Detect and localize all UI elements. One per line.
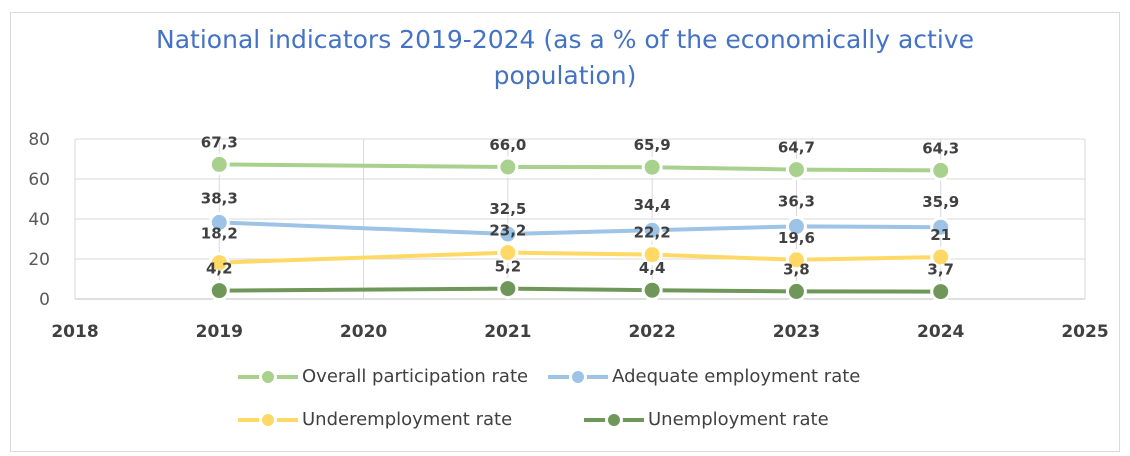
legend-item-underemployment: Underemployment rate <box>238 409 566 430</box>
data-point <box>641 219 663 241</box>
data-label: 19,6 <box>778 229 815 247</box>
data-label: 4,4 <box>639 259 666 277</box>
legend-label: Underemployment rate <box>302 409 513 430</box>
data-point <box>785 249 807 271</box>
series-line <box>219 162 941 173</box>
data-label: 4,2 <box>206 260 233 278</box>
data-labels: 67,3 66,0 65,9 64,7 64,3 38,3 32,5 34,4 36,3 35,9… <box>201 133 959 278</box>
series-line <box>219 286 941 294</box>
data-point <box>930 159 952 181</box>
data-point <box>785 280 807 302</box>
data-label: 38,3 <box>201 189 238 207</box>
data-point <box>930 216 952 238</box>
series-lines <box>208 153 952 303</box>
data-label: 5,2 <box>495 258 522 276</box>
data-point <box>785 215 807 237</box>
data-label: 64,3 <box>922 139 959 157</box>
chart-title-line-2: population) <box>493 61 637 90</box>
legend-item-overall-participation: Overall participation rate <box>238 366 528 387</box>
series-line <box>219 220 941 236</box>
y-tick-label: 60 <box>28 170 50 190</box>
data-point <box>785 159 807 181</box>
data-point <box>208 280 230 302</box>
data-label: 34,4 <box>634 196 671 214</box>
data-label: 18,2 <box>201 225 238 243</box>
legend-label: Adequate employment rate <box>612 366 861 387</box>
data-point <box>208 252 230 274</box>
series-line <box>219 250 941 265</box>
x-tick-label: 2018 <box>51 322 98 342</box>
chart-title-line-1: National indicators 2019-2024 (as a % of… <box>156 25 974 54</box>
legend-marker <box>548 367 609 387</box>
chart-title: National indicators 2019-2024 (as a % of… <box>0 22 1130 94</box>
data-label: 64,7 <box>778 139 815 157</box>
data-point <box>208 211 230 233</box>
legend-label: Overall participation rate <box>302 366 529 387</box>
legend-marker <box>584 410 644 430</box>
data-point <box>497 156 519 178</box>
data-label: 66,0 <box>489 136 526 154</box>
legend-label: Unemployment rate <box>648 409 829 430</box>
y-axis-ticks: 0 20 40 60 80 <box>28 130 50 310</box>
y-tick-label: 40 <box>28 210 50 230</box>
data-label: 32,5 <box>489 200 526 218</box>
x-tick-label: 2025 <box>1061 322 1108 342</box>
legend-marker <box>238 367 298 387</box>
data-label: 21 <box>930 226 951 244</box>
x-tick-label: 2020 <box>340 322 387 342</box>
y-tick-label: 0 <box>39 290 50 310</box>
x-tick-label: 2021 <box>484 322 531 342</box>
data-label: 3,7 <box>927 261 954 279</box>
data-label: 67,3 <box>201 133 238 151</box>
legend-item-unemployment: Unemployment rate <box>584 409 829 430</box>
data-label: 23,2 <box>489 222 526 240</box>
data-point <box>930 281 952 303</box>
x-axis-ticks: 2018 2019 2020 2021 2022 2023 2024 2025 <box>51 322 1108 342</box>
x-tick-label: 2019 <box>196 322 243 342</box>
data-point <box>930 246 952 268</box>
x-tick-label: 2024 <box>917 322 964 342</box>
data-point <box>641 279 663 301</box>
data-label: 3,8 <box>783 260 810 278</box>
data-label: 36,3 <box>778 192 815 210</box>
y-tick-label: 20 <box>28 250 50 270</box>
x-tick-label: 2023 <box>773 322 820 342</box>
x-tick-label: 2022 <box>628 322 675 342</box>
y-tick-label: 80 <box>28 130 50 150</box>
data-label: 22,2 <box>634 224 671 242</box>
data-point <box>497 278 519 300</box>
legend-item-adequate-employment: Adequate employment rate <box>548 366 860 387</box>
data-label: 35,9 <box>922 193 959 211</box>
data-label: 65,9 <box>634 136 671 154</box>
data-point <box>641 244 663 266</box>
data-point <box>208 153 230 175</box>
legend-marker <box>238 410 298 430</box>
data-point <box>497 242 519 264</box>
data-point <box>641 156 663 178</box>
